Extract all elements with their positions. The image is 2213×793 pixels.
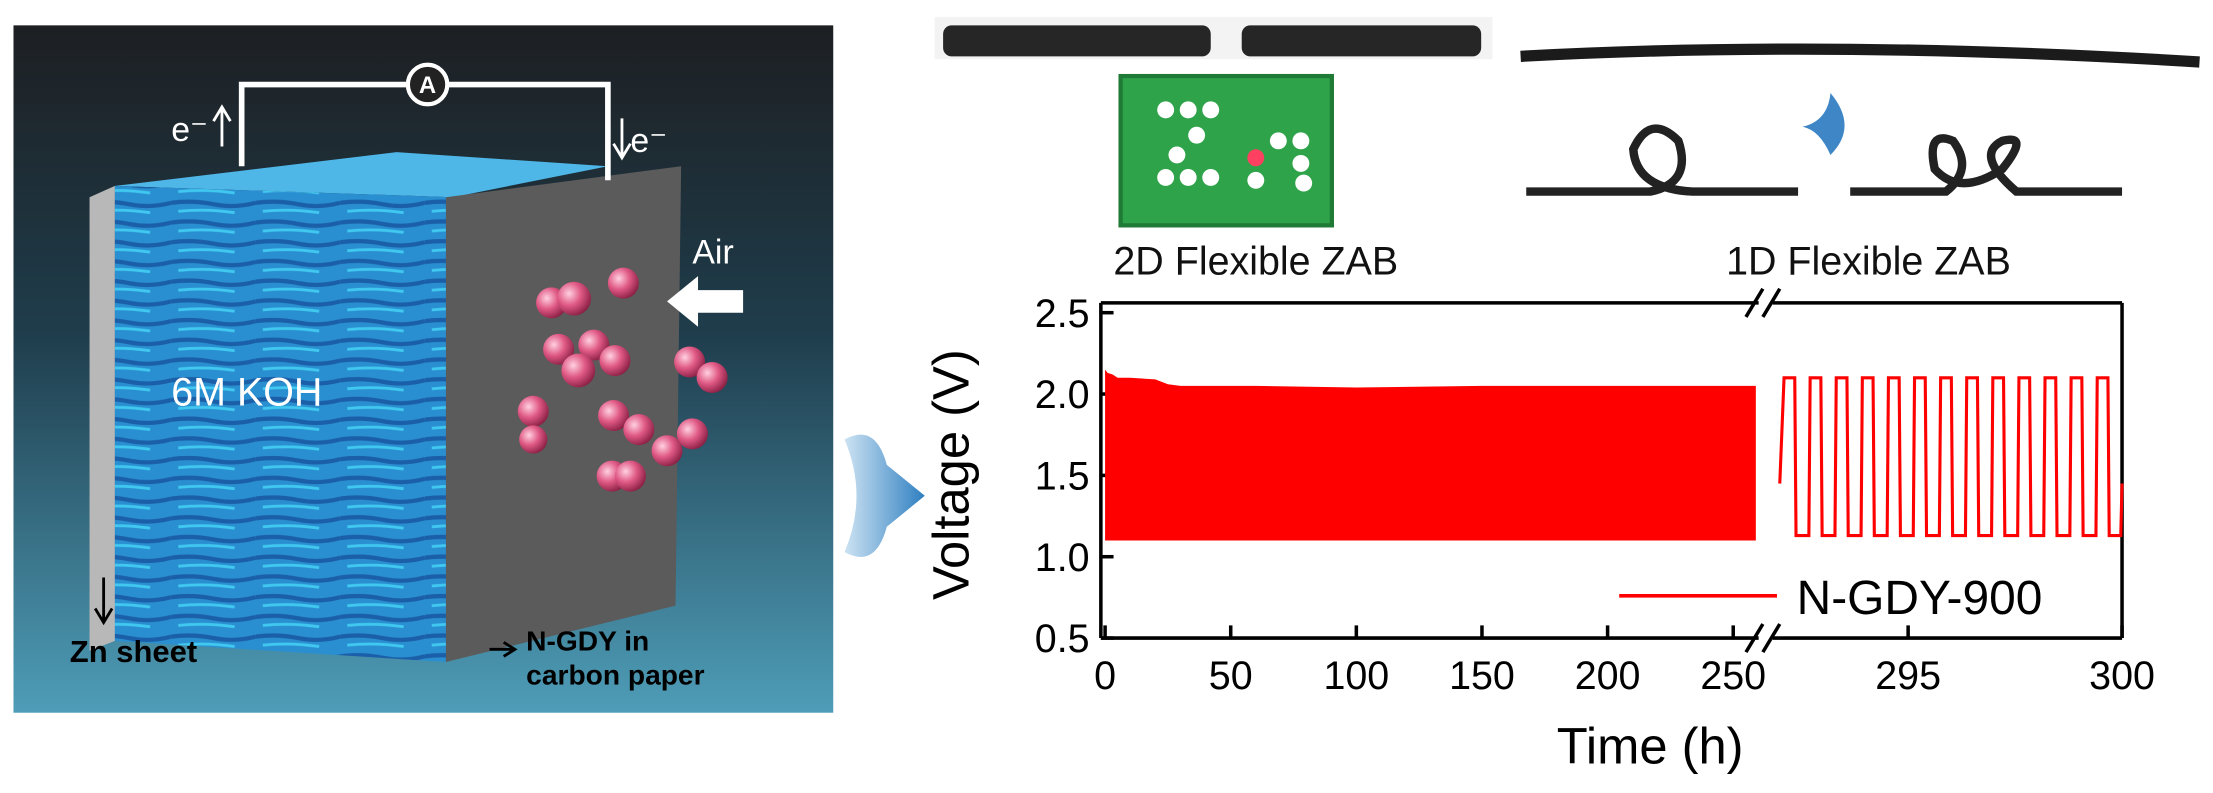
legend-label: N-GDY-900 <box>1797 572 2043 625</box>
electrolyte <box>114 185 453 663</box>
air-label: Air <box>692 233 733 271</box>
axis-break <box>1761 287 1782 318</box>
particle <box>614 460 646 492</box>
x-tick-label: 100 <box>1323 654 1389 698</box>
x-tick-label: 250 <box>1700 654 1766 698</box>
led-board <box>1118 73 1334 228</box>
zn-sheet <box>89 185 115 651</box>
arrow <box>489 641 518 658</box>
fiber-loop <box>1526 124 1799 196</box>
x-tick-label: 150 <box>1449 654 1515 698</box>
particle <box>674 346 706 378</box>
y-tick-label: 1.0 <box>1035 536 1090 580</box>
catalyst-particles <box>517 267 728 492</box>
y-tick-label: 2.0 <box>1035 373 1090 417</box>
y-axis-label: Voltage (V) <box>922 349 979 600</box>
particle <box>561 353 596 388</box>
electron-label: e⁻ <box>630 122 667 160</box>
battery <box>1241 25 1482 57</box>
battery <box>943 25 1211 57</box>
y-tick-label: 2.5 <box>1035 292 1090 336</box>
arrow <box>93 577 114 626</box>
x-tick-label: 0 <box>1094 654 1116 698</box>
cycling-band <box>1105 369 1756 541</box>
x-tick-label: 300 <box>2089 654 2155 698</box>
y-tick-label: 1.5 <box>1035 454 1090 498</box>
x-tick-label: 200 <box>1575 654 1641 698</box>
photo-caption: 2D Flexible ZAB <box>1113 240 1398 284</box>
electron-label: e⁻ <box>171 111 208 149</box>
arrow <box>612 118 632 161</box>
x-tick-label: 50 <box>1209 654 1253 698</box>
photo-2d <box>934 16 1493 228</box>
axis-break <box>1744 287 1765 318</box>
particle <box>557 281 591 316</box>
particle <box>696 361 728 393</box>
photo-caption: 1D Flexible ZAB <box>1726 240 2011 284</box>
ammeter <box>405 62 450 107</box>
x-tick-label: 295 <box>1875 654 1941 698</box>
axis-break <box>1744 623 1765 654</box>
particle <box>519 425 548 454</box>
x-axis-label: Time (h) <box>1557 717 1744 774</box>
y-tick-label: 0.5 <box>1035 617 1090 661</box>
electrolyte-label: 6M KOH <box>171 371 322 415</box>
fiber-battery <box>1520 43 2200 68</box>
chevron <box>844 434 925 557</box>
arrow <box>212 104 232 147</box>
cathode-label: N-GDY in <box>526 625 649 657</box>
particle <box>517 395 549 427</box>
particle <box>676 418 708 450</box>
particle <box>651 435 683 467</box>
electrolyte-top <box>114 152 608 198</box>
series-line <box>1778 376 2124 538</box>
particle <box>607 267 639 299</box>
particle <box>543 333 575 365</box>
circuit-wire <box>238 81 611 181</box>
ammeter-label: A <box>419 72 436 99</box>
particle <box>623 414 655 446</box>
carbon-paper <box>445 166 682 663</box>
fiber-loop <box>1850 134 2123 196</box>
particle <box>598 400 630 432</box>
particle <box>599 345 631 377</box>
air-arrow <box>667 276 744 327</box>
photo-1d <box>1520 43 2200 196</box>
cathode-label: carbon paper <box>526 659 704 691</box>
axis-break <box>1761 623 1782 654</box>
down-arrow <box>1802 92 1845 155</box>
anode-label: Zn sheet <box>70 634 197 669</box>
leds <box>1157 101 1313 192</box>
